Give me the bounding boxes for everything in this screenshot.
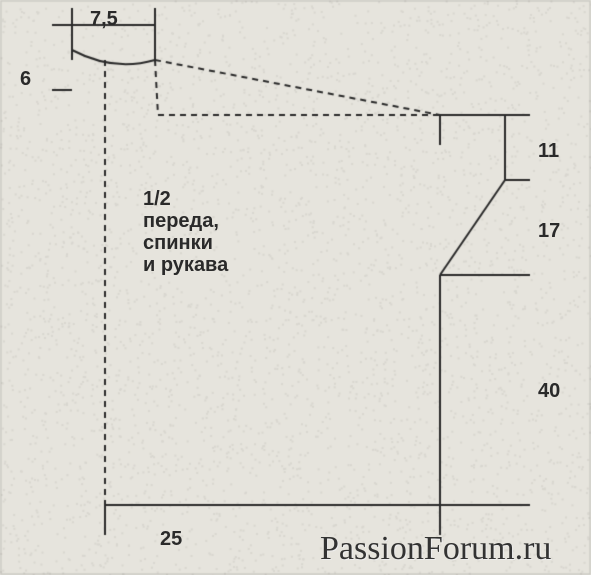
watermark-text: PassionForum.ru [320,530,551,568]
dim-right-2-label: 17 [538,220,560,243]
body-text-label: 1/2 переда, спинки и рукава [143,188,228,276]
dim-left-label: 6 [20,68,31,91]
dim-bottom-label: 25 [160,528,182,551]
dim-right-3-label: 40 [538,380,560,403]
pattern-diagram [0,0,591,575]
dim-top-label: 7,5 [90,8,118,31]
dim-right-1-label: 11 [538,140,559,163]
